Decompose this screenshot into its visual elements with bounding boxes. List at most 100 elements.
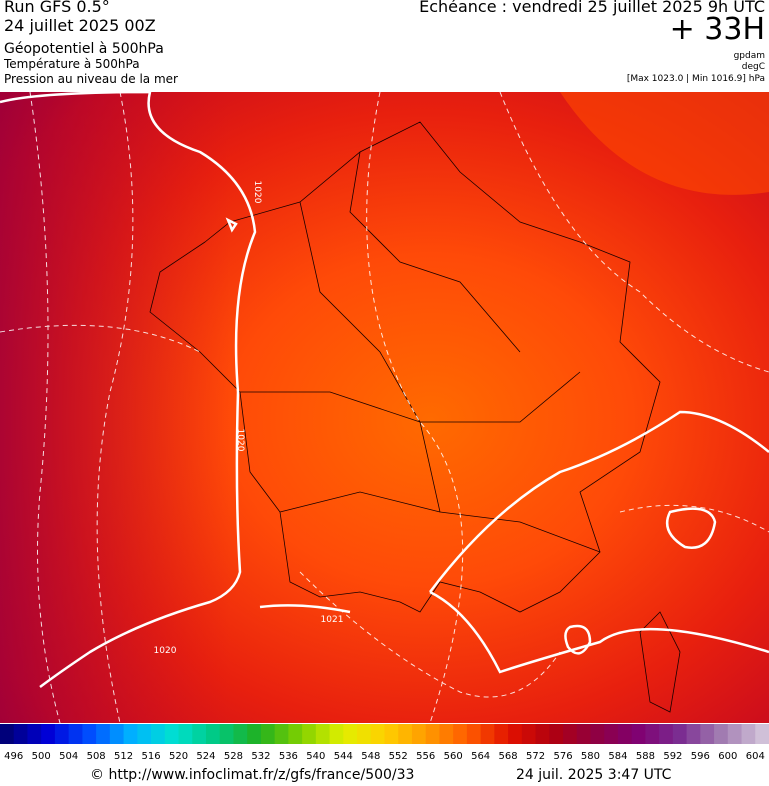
colorbar-swatch	[27, 724, 42, 744]
colorbar-label: 540	[306, 751, 325, 762]
timestamp: 24 juil. 2025 3:47 UTC	[516, 767, 672, 783]
colorbar-label: 596	[691, 751, 710, 762]
map: 1020 1020 1020 1021	[0, 92, 769, 723]
colorbar-swatch	[315, 724, 331, 744]
isobar-label: 1021	[321, 615, 344, 625]
field-label: Pression au niveau de la mer	[4, 72, 178, 86]
colorbar-swatch	[535, 724, 550, 744]
colorbar-swatch	[343, 724, 358, 744]
colorbar-swatch	[741, 724, 756, 744]
colorbar-swatch	[68, 724, 83, 744]
colorbar-swatch	[123, 724, 138, 744]
extremes: [Max 1023.0 | Min 1016.9] hPa	[626, 74, 765, 84]
colorbar-swatch	[151, 724, 166, 744]
colorbar-swatch	[13, 724, 28, 744]
colorbar-swatch	[205, 724, 221, 744]
colorbar-swatch	[0, 724, 15, 744]
colorbar-label: 552	[389, 751, 408, 762]
colorbar-label: 500	[32, 751, 51, 762]
colorbar-swatch	[260, 724, 276, 744]
colorbar-swatch	[727, 724, 743, 744]
lead-time: + 33H	[669, 12, 765, 47]
colorbar-swatch	[137, 724, 152, 744]
colorbar-label: 524	[196, 751, 215, 762]
run-label: Run GFS 0.5°	[4, 0, 110, 16]
colorbar-swatch	[398, 724, 413, 744]
colorbar-label: 556	[416, 751, 435, 762]
valid-time: Echéance : vendredi 25 juillet 2025 9h U…	[419, 0, 765, 16]
colorbar-swatch	[617, 724, 633, 744]
colorbar-label: 516	[142, 751, 161, 762]
field-shade	[0, 92, 769, 723]
colorbar-swatch	[178, 724, 193, 744]
colorbar-label: 544	[334, 751, 353, 762]
colorbar-swatch	[508, 724, 523, 744]
colorbar-swatch	[645, 724, 660, 744]
colorbar-swatch	[109, 724, 125, 744]
colorbar-swatch	[233, 724, 248, 744]
colorbar-swatch	[563, 724, 578, 744]
borders	[149, 121, 681, 713]
colorbar-label: 564	[471, 751, 490, 762]
isotherms	[0, 92, 769, 723]
colorbar-swatch	[82, 724, 97, 744]
colorbar-label: 528	[224, 751, 243, 762]
colorbar-swatch	[480, 724, 495, 744]
colorbar-swatch	[686, 724, 701, 744]
source: © http://www.infoclimat.fr/z/gfs/france/…	[90, 767, 415, 783]
colorbar-swatch	[384, 724, 399, 744]
colorbar-label: 532	[251, 751, 270, 762]
colorbar-label: 572	[526, 751, 545, 762]
unit-label: degC	[741, 62, 765, 72]
colorbar-label: 604	[746, 751, 765, 762]
colorbar-label: 568	[499, 751, 518, 762]
colorbar-swatch	[425, 724, 440, 744]
colorbar-swatch	[357, 724, 372, 744]
colorbar-label: 508	[87, 751, 106, 762]
colorbar-label: 512	[114, 751, 133, 762]
colorbar-label: 576	[553, 751, 572, 762]
colorbar-label: 560	[444, 751, 463, 762]
isobar-label: 1020	[252, 181, 262, 204]
colorbar-swatch	[411, 724, 427, 744]
colorbar-label: 520	[169, 751, 188, 762]
colorbar-swatch	[288, 724, 303, 744]
isobar-label: 1020	[154, 646, 177, 656]
colorbar-swatch	[219, 724, 234, 744]
colorbar-swatch	[439, 724, 454, 744]
colorbar-swatch	[370, 724, 385, 744]
colorbar-label: 592	[663, 751, 682, 762]
colorbar-swatch	[631, 724, 646, 744]
colorbar-swatch	[302, 724, 317, 744]
colorbar-label: 580	[581, 751, 600, 762]
colorbar-label: 588	[636, 751, 655, 762]
isobar-label: 1020	[235, 429, 245, 452]
colorbar-label: 600	[718, 751, 737, 762]
colorbar-swatch	[274, 724, 289, 744]
field-shade	[560, 92, 769, 195]
colorbar-swatch	[453, 724, 468, 744]
isobars	[0, 92, 769, 689]
colorbar-swatch	[659, 724, 674, 744]
field-label: Température à 500hPa	[4, 57, 140, 71]
colorbar-swatch	[247, 724, 262, 744]
colorbar-swatch	[329, 724, 344, 744]
colorbar-label: 548	[361, 751, 380, 762]
colorbar-swatch	[672, 724, 688, 744]
colorbar-swatch	[714, 724, 729, 744]
colorbar-swatch	[590, 724, 605, 744]
colorbar-swatch	[549, 724, 564, 744]
colorbar-swatch	[494, 724, 509, 744]
colorbar-label: 584	[608, 751, 627, 762]
colorbar-swatch	[521, 724, 537, 744]
field-label: Géopotentiel à 500hPa	[4, 41, 164, 57]
colorbar-label: 504	[59, 751, 78, 762]
colorbar-swatch	[192, 724, 207, 744]
run-date: 24 juillet 2025 00Z	[4, 16, 156, 35]
colorbar-swatch	[54, 724, 70, 744]
unit-label: gpdam	[733, 51, 765, 61]
colorbar-swatch	[604, 724, 619, 744]
colorbar-swatch	[164, 724, 180, 744]
colorbar-swatch	[466, 724, 482, 744]
